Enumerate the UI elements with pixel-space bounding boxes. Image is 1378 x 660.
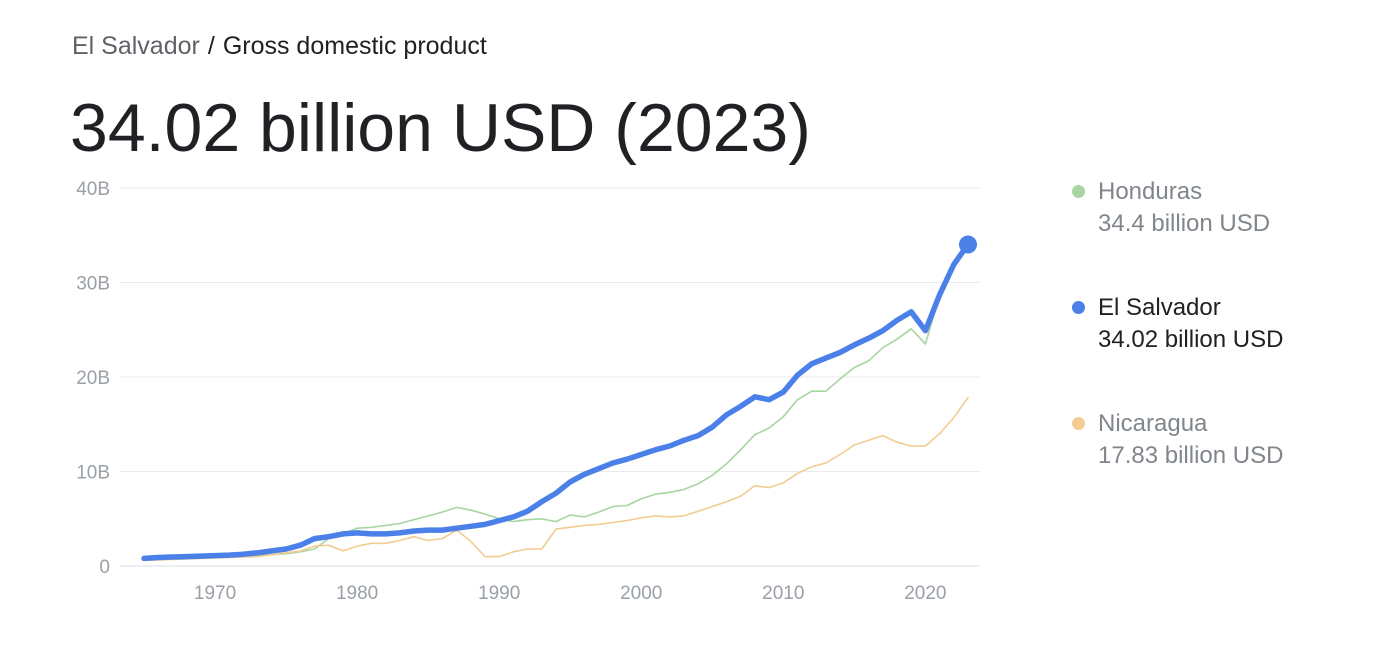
legend-value: 17.83 billion USD [1098, 442, 1284, 469]
legend-value: 34.4 billion USD [1098, 210, 1271, 237]
legend-value: 34.02 billion USD [1098, 326, 1284, 353]
legend-label: Honduras [1098, 178, 1203, 205]
legend-dot-honduras [1072, 185, 1085, 198]
legend-label: El Salvador [1098, 294, 1221, 321]
x-tick-label: 1970 [194, 583, 236, 604]
legend-dot-nicaragua [1072, 417, 1085, 430]
headline-value: 34.02 billion USD (2023) [70, 90, 811, 166]
x-tick-label: 2010 [762, 583, 804, 604]
series-endpoint-el-salvador [959, 235, 977, 254]
legend-item-el-salvador[interactable]: El Salvador 34.02 billion USD [1072, 292, 1362, 356]
series-line-el-salvador [141, 241, 971, 562]
x-tick-label: 1980 [336, 583, 378, 604]
series-line-nicaragua [143, 396, 969, 562]
y-tick-label: 20B [76, 368, 110, 389]
y-tick-label: 40B [76, 179, 110, 200]
breadcrumb-separator: / [207, 32, 215, 60]
series-line-honduras [143, 240, 969, 561]
y-tick-label: 10B [76, 463, 110, 484]
breadcrumb-metric: Gross domestic product [222, 32, 487, 60]
x-tick-label: 2000 [620, 583, 662, 604]
y-tick-label: 0 [99, 557, 110, 578]
legend-item-honduras[interactable]: Honduras 34.4 billion USD [1072, 176, 1362, 240]
breadcrumb: El Salvador / Gross domestic product [72, 30, 487, 62]
gdp-line-chart[interactable]: 0 10B 20B 30B 40B 1970 1980 1990 2000 2010 2020 [0, 170, 1010, 620]
x-tick-label: 2020 [904, 583, 946, 604]
legend-dot-el-salvador [1072, 301, 1085, 314]
chart-legend: Honduras 34.4 billion USD El Salvador 34… [1072, 176, 1362, 524]
breadcrumb-country[interactable]: El Salvador [72, 32, 200, 60]
y-tick-label: 30B [76, 274, 110, 295]
legend-label: Nicaragua [1098, 410, 1208, 437]
x-tick-label: 1990 [478, 583, 520, 604]
legend-item-nicaragua[interactable]: Nicaragua 17.83 billion USD [1072, 408, 1362, 472]
